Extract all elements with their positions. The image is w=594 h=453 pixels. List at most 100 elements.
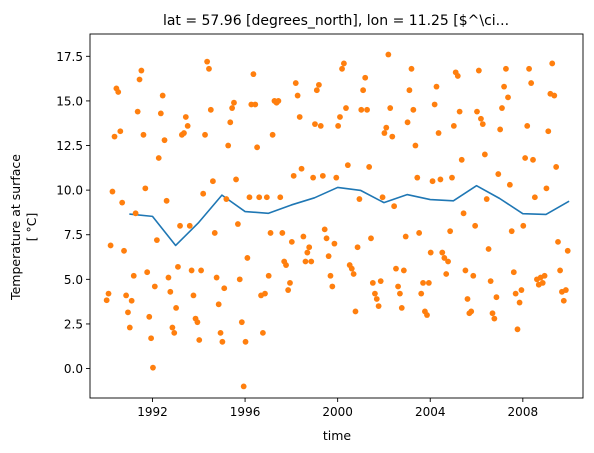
scatter-point <box>313 87 320 94</box>
scatter-point <box>551 92 558 99</box>
scatter-point <box>395 283 401 290</box>
scatter-point <box>393 265 399 272</box>
scatter-point <box>503 65 509 72</box>
scatter-point <box>298 165 305 172</box>
scatter-point <box>437 176 444 183</box>
scatter-point <box>478 115 484 122</box>
scatter-point <box>306 244 313 251</box>
scatter-point <box>331 240 338 247</box>
scatter-point <box>177 222 183 229</box>
scatter-point <box>360 87 367 94</box>
scatter-point <box>125 309 131 316</box>
scatter-point <box>240 383 247 390</box>
scatter-point <box>107 242 114 249</box>
scatter-point <box>144 269 151 276</box>
chart-title: lat = 57.96 [degrees_north], lon = 11.25… <box>163 13 509 29</box>
scatter-point <box>198 267 205 274</box>
scatter-point <box>302 258 309 265</box>
scatter-point <box>404 119 411 126</box>
scatter-point <box>348 265 355 272</box>
scatter-point <box>244 255 251 261</box>
scatter-point <box>352 308 359 315</box>
scatter-point <box>262 290 268 297</box>
x-tick-label: 1992 <box>137 405 168 419</box>
scatter-point <box>510 269 517 276</box>
scatter-point <box>130 272 137 279</box>
scatter-point <box>516 299 523 306</box>
scatter-point <box>138 67 145 74</box>
scatter-point <box>317 122 324 129</box>
scatter-point <box>132 210 139 217</box>
scatter-point <box>321 226 328 233</box>
scatter-point <box>194 319 201 326</box>
scatter-point <box>553 164 560 170</box>
scatter-point <box>292 80 299 86</box>
scatter-point <box>414 174 421 181</box>
scatter-point <box>296 114 303 120</box>
scatter-point <box>468 308 475 315</box>
scatter-point <box>373 296 380 302</box>
scatter-point <box>464 296 471 302</box>
scatter-point <box>146 313 153 320</box>
scatter-point <box>290 172 297 179</box>
scatter-point <box>524 122 531 129</box>
scatter-point <box>412 142 419 149</box>
scatter-point <box>225 142 232 149</box>
scatter-point <box>287 280 293 286</box>
scatter-point <box>182 114 189 120</box>
scatter-point <box>479 121 486 128</box>
scatter-point <box>123 292 130 299</box>
scatter-point <box>377 278 384 285</box>
scatter-point <box>190 292 197 299</box>
scatter-point <box>207 106 214 113</box>
scatter-point <box>505 94 511 101</box>
scatter-point <box>310 174 317 181</box>
scatter-point <box>543 185 550 192</box>
scatter-point <box>344 162 351 169</box>
scatter-point <box>450 122 457 129</box>
scatter-point <box>238 319 245 326</box>
scatter-point <box>236 276 243 283</box>
scatter-point <box>454 73 461 79</box>
scatter-point <box>117 128 124 135</box>
scatter-point <box>184 122 191 129</box>
scatter-point <box>157 110 164 117</box>
scatter-point <box>512 290 519 297</box>
scatter-point <box>356 196 363 202</box>
scatter-point <box>169 324 176 331</box>
scatter-point <box>366 164 373 170</box>
scatter-point <box>227 119 234 126</box>
scatter-point <box>202 131 208 138</box>
scatter-point <box>343 105 349 111</box>
scatter-point <box>375 303 382 310</box>
scatter-point <box>339 65 345 72</box>
scatter-point <box>151 283 158 290</box>
scatter-point <box>165 274 172 281</box>
scatter-point <box>420 280 426 286</box>
scatter-point <box>545 128 552 135</box>
scatter-point <box>427 249 434 256</box>
scatter-point <box>391 203 398 210</box>
scatter-point <box>350 271 357 277</box>
scatter-point <box>155 155 162 161</box>
scatter-point <box>267 230 274 236</box>
scatter-point <box>109 188 116 195</box>
scatter-point <box>497 126 504 133</box>
scatter-point <box>416 230 423 236</box>
scatter-point <box>564 247 571 254</box>
scatter-point <box>250 71 257 78</box>
scatter-point <box>229 105 236 111</box>
x-tick-label: 2004 <box>415 405 446 419</box>
scatter-point <box>128 297 135 304</box>
series-line <box>129 184 570 247</box>
scatter-point <box>163 197 170 204</box>
y-tick-label: 10.0 <box>56 184 83 198</box>
scatter-point <box>408 65 415 72</box>
scatter-point <box>126 324 133 331</box>
scatter-point <box>481 151 488 158</box>
scatter-point <box>462 267 469 274</box>
scatter-point <box>387 105 394 111</box>
scatter-point <box>354 244 361 251</box>
scatter-point <box>333 174 340 181</box>
